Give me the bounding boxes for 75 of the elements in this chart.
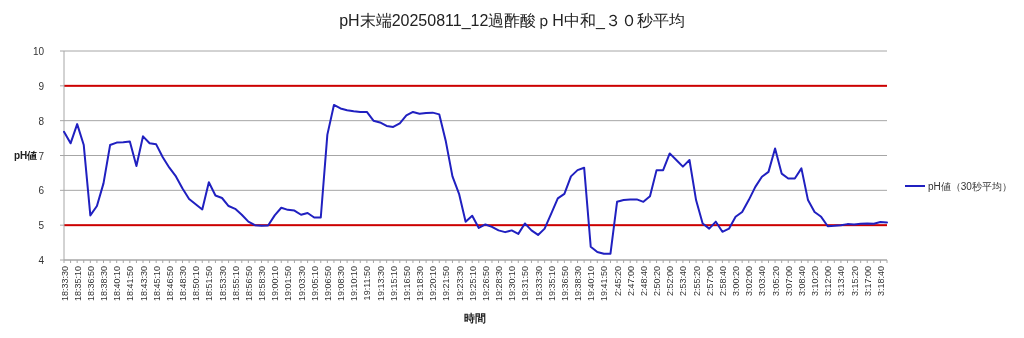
x-tick-label: 19:06:50 xyxy=(322,266,333,302)
x-tick-label: 18:45:10 xyxy=(151,266,162,302)
x-tick-label: 18:55:10 xyxy=(230,266,241,302)
x-tick-label: 2:45:20 xyxy=(612,266,623,297)
x-tick-label: 19:40:10 xyxy=(586,266,597,302)
x-tick-label: 2:53:40 xyxy=(678,266,689,297)
x-tick-label: 3:18:40 xyxy=(875,266,886,297)
chart-title: pH末端20250811_12過酢酸ｐH中和_３０秒平均 xyxy=(339,12,685,30)
x-tick-label: 19:21:50 xyxy=(441,266,452,302)
x-tick-label: 18:43:30 xyxy=(138,266,149,302)
y-tick-label: 7 xyxy=(38,150,45,162)
x-tick-label: 3:08:40 xyxy=(796,266,807,297)
x-tick-label: 18:51:50 xyxy=(204,266,215,302)
x-tick-label: 19:28:30 xyxy=(494,266,505,302)
y-tick-label: 6 xyxy=(38,185,45,197)
line-series xyxy=(63,103,888,255)
x-tick-label: 3:05:20 xyxy=(770,266,781,297)
x-tick-label: 18:50:10 xyxy=(191,266,202,302)
x-tick-label: 3:15:20 xyxy=(849,266,860,297)
x-tick-label: 19:23:30 xyxy=(454,266,465,302)
x-tick-label: 3:17:00 xyxy=(862,266,873,297)
x-tick-label: 3:02:00 xyxy=(744,266,755,297)
x-tick-label: 3:13:40 xyxy=(836,266,847,297)
x-tick-label: 3:03:40 xyxy=(757,266,768,297)
legend-label: pH値（30秒平均） xyxy=(928,181,1012,192)
x-tick-label: 2:55:20 xyxy=(691,266,702,297)
x-tick-label: 18:40:10 xyxy=(112,266,123,302)
x-tick-label: 19:26:50 xyxy=(480,266,491,302)
x-tick-label: 19:16:50 xyxy=(401,266,412,302)
x-tick-label: 3:12:00 xyxy=(823,266,834,297)
x-tick-label: 19:30:10 xyxy=(507,266,518,302)
x-tick-label: 2:50:20 xyxy=(652,266,663,297)
x-tick-label: 19:38:30 xyxy=(573,266,584,302)
x-tick-label: 18:53:30 xyxy=(217,266,228,302)
x-tick-label: 2:48:40 xyxy=(638,266,649,297)
x-tick-label: 18:41:50 xyxy=(125,266,136,302)
x-tick-label: 2:52:00 xyxy=(665,266,676,297)
x-tick-label: 19:01:50 xyxy=(283,266,294,302)
x-axis-title: 時間 xyxy=(464,312,486,324)
x-tick-label: 19:11:50 xyxy=(362,266,373,301)
x-tick-label: 19:08:30 xyxy=(336,266,347,302)
x-tick-label: 19:31:50 xyxy=(520,266,531,302)
x-tick-label: 19:05:10 xyxy=(309,266,320,302)
x-tick-label: 2:58:40 xyxy=(717,266,728,297)
y-tick-label: 8 xyxy=(38,115,45,127)
y-tick-label: 4 xyxy=(38,255,45,266)
x-tick-label: 19:33:30 xyxy=(533,266,544,302)
x-tick-label: 18:46:50 xyxy=(164,266,175,302)
x-tick-label: 3:10:20 xyxy=(810,266,821,297)
x-tick-label: 18:36:50 xyxy=(85,266,96,302)
x-tick-label: 2:47:00 xyxy=(625,266,636,297)
x-tick-label: 19:10:10 xyxy=(349,266,360,302)
y-tick-label: 9 xyxy=(38,80,45,92)
x-tick-label: 3:00:20 xyxy=(731,266,742,297)
x-tick-label: 19:25:10 xyxy=(467,266,478,302)
x-tick-label: 19:36:50 xyxy=(559,266,570,302)
y-tick-label: 5 xyxy=(38,220,45,232)
x-tick-label: 19:15:10 xyxy=(388,266,399,302)
x-tick-label: 19:41:50 xyxy=(599,266,610,302)
x-tick-label: 18:35:10 xyxy=(72,266,83,302)
x-tick-label: 19:35:10 xyxy=(546,266,557,302)
x-tick-label: 19:18:30 xyxy=(415,266,426,302)
y-tick-label: 10 xyxy=(32,46,45,57)
x-tick-label: 18:56:50 xyxy=(243,266,254,302)
x-tick-label: 2:57:00 xyxy=(704,266,715,297)
x-tick-label: 18:38:30 xyxy=(99,266,109,302)
y-axis-title: pH値 xyxy=(14,150,38,161)
x-tick-label: 18:33:30 xyxy=(59,266,70,302)
x-tick-label: 19:20:10 xyxy=(428,266,439,302)
x-tick-label: 3:07:00 xyxy=(783,266,794,297)
x-tick-label: 19:03:30 xyxy=(296,266,307,302)
x-tick-label: 18:48:30 xyxy=(178,266,189,302)
x-tick-label: 19:00:10 xyxy=(270,266,281,302)
x-tick-label: 19:13:30 xyxy=(375,266,386,302)
x-tick-label: 18:58:30 xyxy=(257,266,268,302)
